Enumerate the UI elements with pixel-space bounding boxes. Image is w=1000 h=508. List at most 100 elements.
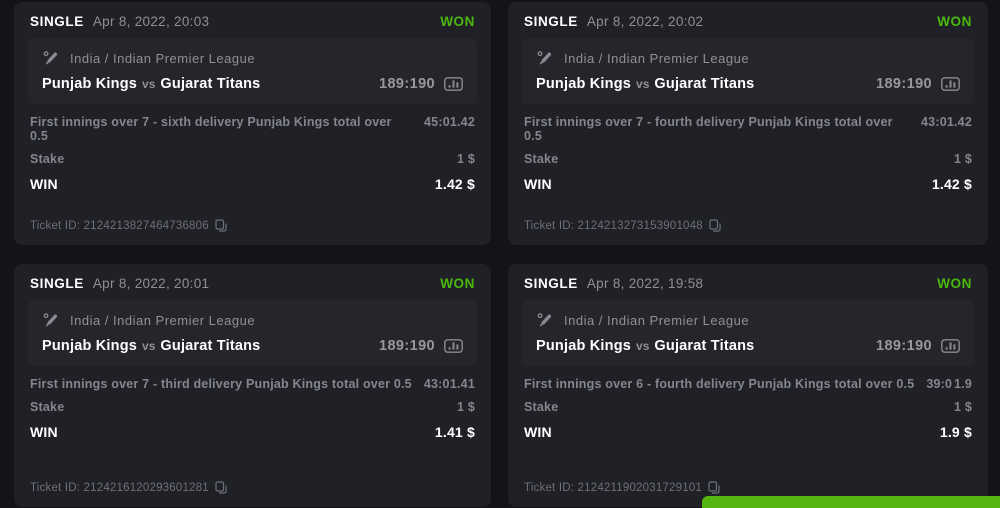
match-panel[interactable]: India / Indian Premier League Punjab Kin… (28, 38, 477, 104)
match-panel[interactable]: India / Indian Premier League Punjab Kin… (28, 300, 477, 366)
stats-icon[interactable] (941, 77, 960, 91)
ticket-row: Ticket ID: 2124211902031729101 (524, 481, 720, 494)
league-row: India / Indian Premier League (42, 311, 463, 329)
home-team-name: Punjab Kings (42, 338, 138, 354)
bet-card-header: SINGLE Apr 8, 2022, 20:01 WON (14, 264, 491, 298)
ticket-id: Ticket ID: 2124213827464736806 (30, 219, 209, 232)
bet-datetime: Apr 8, 2022, 20:03 (92, 14, 210, 29)
away-team-name: Gujarat Titans (654, 338, 755, 354)
stake-label: Stake (30, 400, 65, 414)
bet-odds: 1.42 (449, 115, 475, 129)
match-row: Punjab Kings vs Gujarat Titans 189:190 (42, 76, 463, 92)
stats-icon[interactable] (941, 339, 960, 353)
match-panel[interactable]: India / Indian Premier League Punjab Kin… (522, 300, 974, 366)
bet-odds: 1.9 (954, 377, 972, 391)
bet-type-label: SINGLE (30, 14, 84, 29)
bet-type-label: SINGLE (524, 14, 578, 29)
bet-description: First innings over 7 - third delivery Pu… (30, 377, 412, 391)
win-row: WIN 1.9 $ (524, 424, 972, 440)
stake-value: 1 $ (457, 400, 475, 414)
stake-row: Stake 1 $ (30, 152, 475, 166)
stake-label: Stake (524, 152, 559, 166)
win-row: WIN 1.42 $ (524, 176, 972, 192)
bet-selection-row: First innings over 6 - fourth delivery P… (524, 377, 972, 391)
bet-type-label: SINGLE (30, 276, 84, 291)
away-team-name: Gujarat Titans (160, 338, 261, 354)
stats-icon[interactable] (444, 339, 463, 353)
stake-row: Stake 1 $ (524, 152, 972, 166)
bet-card-header: SINGLE Apr 8, 2022, 20:02 WON (508, 2, 988, 36)
vs-label: vs (142, 339, 156, 353)
bet-score: 45:0 (424, 115, 450, 129)
copy-icon[interactable] (709, 219, 721, 232)
ticket-row: Ticket ID: 2124213827464736806 (30, 219, 227, 232)
bottom-banner[interactable] (702, 496, 1000, 508)
ticket-row: Ticket ID: 2124216120293601281 (30, 481, 227, 494)
away-team-name: Gujarat Titans (160, 76, 261, 92)
away-team-name: Gujarat Titans (654, 76, 755, 92)
win-value: 1.9 $ (939, 424, 972, 440)
win-label: WIN (524, 176, 552, 192)
ticket-id: Ticket ID: 2124211902031729101 (524, 481, 702, 494)
league-row: India / Indian Premier League (536, 311, 960, 329)
copy-icon[interactable] (215, 481, 227, 494)
cricket-icon (42, 49, 60, 67)
home-team-name: Punjab Kings (42, 76, 138, 92)
league-row: India / Indian Premier League (42, 49, 463, 67)
win-value: 1.42 $ (931, 176, 972, 192)
league-row: India / Indian Premier League (536, 49, 960, 67)
copy-icon[interactable] (215, 219, 227, 232)
bet-card: SINGLE Apr 8, 2022, 19:58 WON India / In… (508, 264, 988, 507)
status-badge: WON (937, 14, 972, 29)
win-value: 1.42 $ (434, 176, 475, 192)
stake-label: Stake (30, 152, 65, 166)
vs-label: vs (636, 77, 650, 91)
ticket-row: Ticket ID: 2124213273153901048 (524, 219, 721, 232)
bet-card: SINGLE Apr 8, 2022, 20:03 WON India / In… (14, 2, 491, 245)
win-value: 1.41 $ (434, 424, 475, 440)
bet-selection-row: First innings over 7 - sixth delivery Pu… (30, 115, 475, 143)
match-panel[interactable]: India / Indian Premier League Punjab Kin… (522, 38, 974, 104)
bet-odds: 1.42 (946, 115, 972, 129)
match-score: 189:190 (875, 338, 932, 354)
bet-selection-row: First innings over 7 - third delivery Pu… (30, 377, 475, 391)
stake-value: 1 $ (457, 152, 475, 166)
vs-label: vs (142, 77, 156, 91)
win-row: WIN 1.41 $ (30, 424, 475, 440)
vs-label: vs (636, 339, 650, 353)
stats-icon[interactable] (444, 77, 463, 91)
bet-card-header: SINGLE Apr 8, 2022, 20:03 WON (14, 2, 491, 36)
bet-datetime: Apr 8, 2022, 20:02 (586, 14, 704, 29)
cricket-icon (536, 311, 554, 329)
bet-odds: 1.41 (449, 377, 475, 391)
match-score: 189:190 (378, 338, 435, 354)
status-badge: WON (440, 276, 475, 291)
bet-card: SINGLE Apr 8, 2022, 20:02 WON India / In… (508, 2, 988, 245)
match-row: Punjab Kings vs Gujarat Titans 189:190 (536, 338, 960, 354)
stake-label: Stake (524, 400, 559, 414)
cricket-icon (42, 311, 60, 329)
bet-datetime: Apr 8, 2022, 19:58 (586, 276, 704, 291)
stake-row: Stake 1 $ (30, 400, 475, 414)
league-breadcrumb: India / Indian Premier League (564, 50, 750, 66)
bet-type-label: SINGLE (524, 276, 578, 291)
win-label: WIN (524, 424, 552, 440)
bet-description: First innings over 7 - fourth delivery P… (524, 115, 893, 143)
home-team-name: Punjab Kings (536, 338, 632, 354)
match-row: Punjab Kings vs Gujarat Titans 189:190 (42, 338, 463, 354)
home-team-name: Punjab Kings (536, 76, 632, 92)
bet-card-header: SINGLE Apr 8, 2022, 19:58 WON (508, 264, 988, 298)
bet-selection-row: First innings over 7 - fourth delivery P… (524, 115, 972, 143)
win-label: WIN (30, 176, 58, 192)
stake-row: Stake 1 $ (524, 400, 972, 414)
win-label: WIN (30, 424, 58, 440)
win-row: WIN 1.42 $ (30, 176, 475, 192)
copy-icon[interactable] (708, 481, 720, 494)
bet-card: SINGLE Apr 8, 2022, 20:01 WON India / In… (14, 264, 491, 507)
bet-datetime: Apr 8, 2022, 20:01 (92, 276, 210, 291)
match-score: 189:190 (378, 76, 435, 92)
league-breadcrumb: India / Indian Premier League (564, 312, 750, 328)
bet-score: 39:0 (926, 377, 953, 391)
stake-value: 1 $ (954, 152, 972, 166)
bet-description: First innings over 6 - fourth delivery P… (524, 377, 915, 391)
